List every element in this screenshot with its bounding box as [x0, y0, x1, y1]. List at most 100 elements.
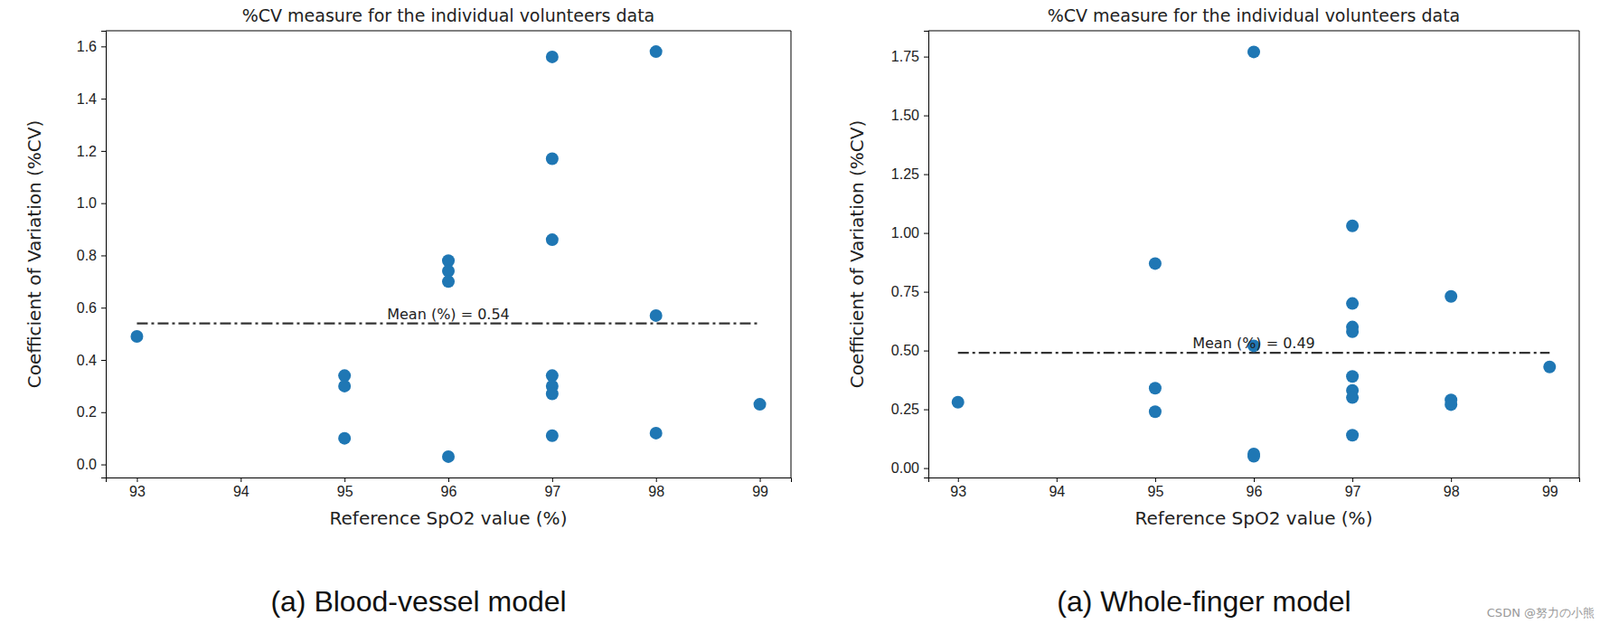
- frame: [1579, 30, 1581, 478]
- tick-label: 1.0: [76, 195, 97, 211]
- tick-label: 0.50: [891, 342, 920, 358]
- tick-label: 93: [129, 483, 146, 499]
- tick-label: 1.4: [76, 91, 97, 107]
- tick-mark: [101, 412, 106, 414]
- tick-mark: [1450, 477, 1452, 482]
- tick-mark: [1056, 477, 1058, 482]
- tick-label: 1.75: [891, 48, 920, 65]
- tick: 0.0: [76, 456, 106, 472]
- tick-mark: [552, 477, 554, 482]
- tick: 0.50: [891, 342, 929, 358]
- x-axis-title: Reference SpO2 value (%): [329, 507, 568, 529]
- tick-mark: [101, 98, 106, 100]
- point: [545, 429, 559, 443]
- tick-mark: [760, 477, 762, 482]
- tick: 1.6: [76, 38, 106, 55]
- tick-label: 98: [1443, 483, 1460, 499]
- point: [1247, 450, 1261, 463]
- tick-mark: [923, 468, 929, 470]
- tick: 1.25: [891, 166, 929, 182]
- tick-mark: [1352, 477, 1354, 482]
- tick-label: 98: [648, 483, 665, 499]
- axis-line: [106, 478, 792, 483]
- plot-area: [951, 45, 1557, 462]
- tick: 96: [441, 477, 458, 499]
- tick-mark: [923, 115, 929, 117]
- point: [649, 309, 663, 322]
- tick: 98: [1443, 477, 1460, 499]
- tick-mark: [101, 307, 106, 309]
- tick-label: 1.00: [891, 225, 920, 241]
- point: [1444, 397, 1458, 411]
- point: [649, 426, 663, 440]
- mean-label: Mean (%) = 0.49: [1192, 334, 1316, 352]
- point: [649, 45, 663, 58]
- tick: 0.25: [891, 401, 929, 417]
- point: [1345, 428, 1359, 442]
- tick-label: 94: [233, 483, 250, 499]
- chart: 939495969798990.00.20.40.60.81.01.21.41.…: [23, 5, 792, 529]
- tick-label: 99: [752, 483, 769, 499]
- tick: 99: [1542, 477, 1559, 499]
- point: [545, 50, 559, 64]
- point: [1345, 325, 1359, 339]
- tick: 0.8: [76, 247, 106, 264]
- tick: 0.75: [891, 283, 929, 300]
- point: [1148, 381, 1162, 395]
- point: [338, 432, 351, 445]
- tick-label: 0.0: [76, 456, 97, 472]
- y-axis: 0.00.20.40.60.81.01.21.41.6: [76, 31, 107, 479]
- y-axis-title: Coefficient of Variation (%CV): [23, 120, 46, 389]
- tick-mark: [136, 477, 138, 482]
- tick: 93: [129, 477, 146, 499]
- tick-mark: [923, 233, 929, 235]
- tick-mark: [101, 150, 106, 152]
- tick-mark: [923, 174, 929, 176]
- mean-line: [958, 351, 1551, 354]
- tick-mark: [101, 254, 106, 256]
- title: %CV measure for the individual volunteer…: [1047, 5, 1461, 26]
- tick: 95: [1148, 477, 1165, 499]
- point: [753, 397, 767, 411]
- mean-line: [136, 321, 760, 324]
- tick-label: 97: [1345, 483, 1362, 499]
- tick-label: 0.75: [891, 283, 920, 300]
- caption: (a) Blood-vessel model: [270, 584, 566, 618]
- tick-label: 99: [1542, 483, 1559, 499]
- tick-mark: [923, 409, 929, 411]
- tick-label: 96: [441, 483, 458, 499]
- point: [1444, 290, 1458, 303]
- mean-label: Mean (%) = 0.54: [386, 305, 510, 323]
- tick-label: 94: [1048, 483, 1065, 499]
- tick-mark: [101, 464, 106, 466]
- point: [1345, 369, 1359, 383]
- point: [338, 379, 351, 393]
- tick-label: 96: [1246, 483, 1263, 499]
- axis-line: [923, 31, 930, 479]
- tick-mark: [101, 203, 106, 205]
- tick: 0.00: [891, 460, 929, 476]
- tick-label: 1.50: [891, 107, 920, 123]
- tick: 99: [752, 477, 769, 499]
- x-axis: 93949596979899: [106, 477, 792, 499]
- axis-line: [929, 478, 1581, 483]
- tick-mark: [1155, 477, 1157, 482]
- tick: 93: [950, 477, 967, 499]
- watermark: CSDN @努力の小熊: [1487, 605, 1595, 620]
- tick-mark: [923, 56, 929, 58]
- tick-mark: [1253, 477, 1255, 482]
- tick-mark: [958, 477, 960, 482]
- point: [545, 387, 559, 401]
- tick-label: 0.8: [76, 247, 97, 264]
- chart: 93 94 95 96 97 98 99 0.00 0.25 0.50 0.75 1.00 1.25 1.…: [846, 5, 1581, 529]
- frame: [105, 30, 791, 32]
- tick: 1.75: [891, 48, 929, 65]
- point: [130, 329, 143, 343]
- tick: 1.0: [76, 195, 106, 211]
- title: %CV measure for the individual volunteer…: [242, 5, 656, 26]
- tick: 1.00: [891, 225, 929, 241]
- tick-mark: [1549, 477, 1551, 482]
- tick-mark: [923, 350, 929, 352]
- tick-mark: [101, 46, 106, 48]
- y-axis: 0.00 0.25 0.50 0.75 1.00 1.25 1.50 1.75: [891, 31, 930, 479]
